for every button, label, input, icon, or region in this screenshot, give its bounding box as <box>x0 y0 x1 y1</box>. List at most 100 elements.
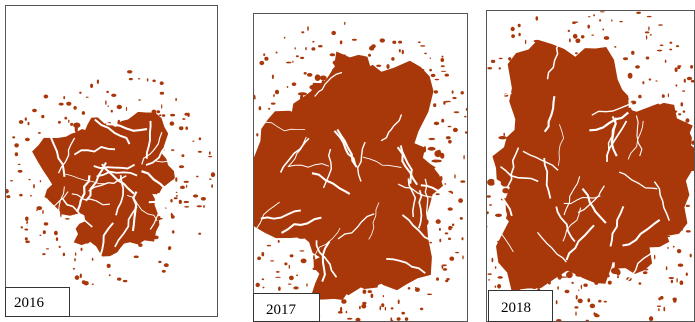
urban-patch <box>690 65 693 69</box>
urban-patch <box>546 49 551 53</box>
urban-patch <box>341 54 346 57</box>
urban-patch <box>498 136 506 139</box>
urban-patch <box>73 179 74 186</box>
urban-patch <box>430 180 439 181</box>
urban-patch <box>418 41 421 43</box>
urban-patch <box>315 74 321 81</box>
urban-patch <box>323 236 325 238</box>
urban-patch <box>82 111 85 115</box>
urban-patch <box>83 281 88 285</box>
urban-patch <box>517 275 519 278</box>
urban-patch <box>499 58 503 59</box>
urban-patch <box>361 103 366 110</box>
urban-patch <box>509 58 511 61</box>
urban-patch <box>211 184 213 188</box>
urban-patch <box>432 184 441 186</box>
urban-patch <box>75 275 80 280</box>
urban-patch <box>377 194 383 196</box>
urban-patch <box>675 84 677 86</box>
urban-patch <box>174 197 178 199</box>
urban-patch <box>524 282 529 286</box>
urban-patch <box>112 187 119 189</box>
urban-patch <box>267 130 273 133</box>
urban-patch <box>28 179 30 180</box>
urban-patch <box>111 94 116 97</box>
urban-patch <box>491 60 495 63</box>
urban-patch <box>670 42 673 44</box>
urban-patch <box>460 180 465 182</box>
urban-patch <box>546 206 548 209</box>
urban-patch <box>269 108 270 110</box>
urban-patch <box>583 69 587 75</box>
urban-patch <box>536 242 543 247</box>
urban-patch <box>452 224 454 227</box>
urban-patch <box>540 165 544 169</box>
urban-patch <box>376 180 380 186</box>
urban-patch <box>259 214 260 215</box>
urban-patch <box>259 180 262 186</box>
urban-patch <box>607 88 609 92</box>
urban-patch <box>642 81 644 84</box>
urban-patch <box>266 161 269 164</box>
urban-patch <box>263 287 265 289</box>
urban-patch <box>87 177 88 179</box>
urban-patch <box>429 69 432 72</box>
urban-patch <box>575 39 580 44</box>
urban-patch <box>12 136 15 138</box>
urban-patch <box>534 66 537 70</box>
urban-patch <box>495 214 502 217</box>
urban-patch <box>518 278 522 283</box>
urban-patch <box>123 280 128 282</box>
urban-patch <box>311 47 315 50</box>
urban-patch <box>318 279 320 283</box>
urban-patch <box>448 238 451 241</box>
urban-patch <box>542 177 545 182</box>
urban-patch <box>546 218 549 223</box>
urban-patch <box>658 297 661 300</box>
urban-patch <box>24 229 28 231</box>
urban-patch <box>582 277 583 279</box>
urban-patch <box>409 81 414 84</box>
urban-patch <box>402 202 411 208</box>
urban-patch <box>521 262 524 264</box>
map-panel <box>3 70 215 285</box>
urban-patch <box>427 294 432 296</box>
urban-patch <box>668 93 669 97</box>
urban-patch <box>157 110 161 113</box>
urban-patch <box>211 172 215 177</box>
urban-patch <box>304 72 307 75</box>
urban-patch <box>690 254 692 258</box>
urban-patch <box>541 258 547 260</box>
urban-patch <box>611 186 615 190</box>
urban-patch <box>344 22 345 25</box>
urban-patch <box>672 110 677 112</box>
urban-patch <box>184 201 189 203</box>
urban-patch <box>360 56 365 60</box>
urban-patch <box>54 231 58 236</box>
urban-patch <box>172 230 175 233</box>
urban-patch <box>317 179 322 185</box>
urban-patch <box>602 152 611 153</box>
urban-patch <box>18 170 23 173</box>
urban-patch <box>347 197 348 201</box>
urban-patch <box>73 268 75 270</box>
urban-patch <box>543 148 551 153</box>
urban-patch <box>184 206 189 208</box>
urban-patch <box>170 121 175 125</box>
urban-patch <box>75 252 76 255</box>
urban-patch <box>403 115 409 120</box>
urban-patch <box>201 197 206 201</box>
urban-patch <box>446 136 451 139</box>
urban-patch <box>657 119 666 126</box>
urban-patch <box>275 154 278 160</box>
urban-patch <box>349 176 352 183</box>
urban-patch <box>130 169 136 171</box>
urban-patch <box>440 176 443 181</box>
urban-patch <box>203 205 205 208</box>
urban-patch <box>85 206 94 211</box>
urban-patch <box>675 67 678 72</box>
urban-patch <box>682 90 685 91</box>
urban-patch <box>669 144 676 149</box>
urban-patch <box>509 190 515 196</box>
urban-patch <box>288 284 292 285</box>
